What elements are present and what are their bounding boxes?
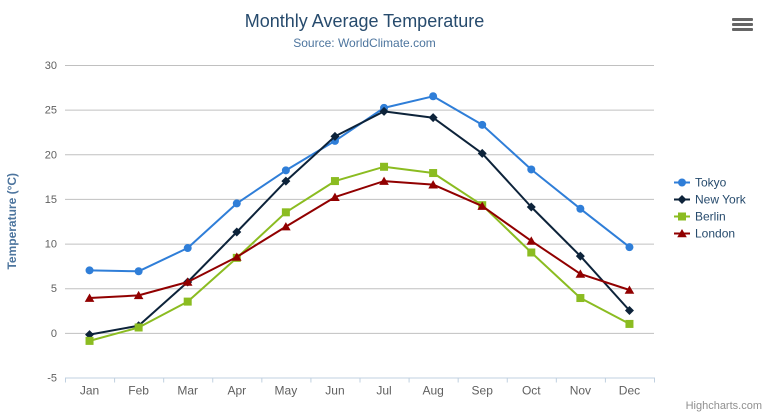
legend-marker-tokyo (678, 178, 686, 187)
x-axis-label: Sep (472, 384, 494, 398)
data-point-new-york[interactable] (281, 176, 291, 186)
data-point-london[interactable] (281, 222, 291, 231)
data-point-london[interactable] (133, 290, 144, 300)
data-point-berlin[interactable] (85, 336, 94, 345)
data-point-tokyo[interactable] (527, 165, 536, 174)
data-point-tokyo[interactable] (478, 120, 487, 129)
data-point-london[interactable] (84, 293, 95, 302)
data-point-berlin[interactable] (576, 294, 585, 303)
data-point-london[interactable] (575, 269, 586, 278)
legend-marker-london (677, 229, 687, 238)
data-point-new-york[interactable] (330, 131, 340, 141)
legend-item-tokyo[interactable]: Tokyo (674, 176, 727, 190)
x-axis-label: Jul (376, 384, 391, 398)
data-point-london[interactable] (428, 180, 438, 189)
data-point-berlin[interactable] (380, 162, 389, 171)
data-point-new-york[interactable] (526, 202, 536, 212)
y-axis-label: 10 (45, 239, 57, 251)
data-point-tokyo[interactable] (183, 244, 192, 253)
x-axis-label: Apr (227, 384, 246, 398)
x-axis-label: Jun (325, 384, 344, 398)
legend-label-london: London (695, 227, 735, 241)
data-point-new-york[interactable] (232, 227, 242, 237)
x-axis-label: Feb (128, 384, 149, 398)
data-point-new-york[interactable] (477, 148, 487, 158)
data-point-new-york[interactable] (624, 306, 634, 316)
data-point-new-york[interactable] (379, 106, 389, 116)
x-axis-label: Jan (80, 384, 99, 398)
series-london (84, 176, 635, 302)
data-point-london[interactable] (330, 192, 340, 201)
data-point-tokyo[interactable] (85, 266, 94, 275)
y-axis-title: Temperature (°C) (5, 173, 19, 270)
hamburger-icon (732, 17, 753, 31)
data-point-london[interactable] (624, 285, 635, 294)
legend-marker-new-york (677, 195, 687, 204)
data-point-tokyo[interactable] (429, 92, 438, 101)
data-point-berlin[interactable] (183, 297, 192, 306)
legend-item-new-york[interactable]: New York (674, 193, 747, 207)
y-axis-label: 0 (51, 328, 57, 340)
series-line-berlin (88, 165, 631, 342)
data-point-berlin[interactable] (330, 177, 339, 186)
legend-item-berlin[interactable]: Berlin (674, 210, 726, 224)
data-point-new-york[interactable] (575, 251, 585, 261)
data-point-london[interactable] (526, 236, 537, 245)
x-axis-label: Oct (522, 384, 541, 398)
data-point-tokyo[interactable] (576, 204, 585, 213)
data-point-berlin[interactable] (281, 208, 290, 217)
legend-label-tokyo: Tokyo (695, 176, 727, 190)
data-point-berlin[interactable] (527, 248, 536, 257)
series-line-new-york (88, 110, 631, 336)
data-point-london[interactable] (182, 277, 193, 286)
data-point-london[interactable] (477, 201, 488, 210)
data-point-tokyo[interactable] (281, 166, 290, 175)
highcharts-credits-link[interactable]: Highcharts.com (685, 400, 762, 412)
data-point-berlin[interactable] (429, 169, 438, 178)
x-axis-label: May (275, 384, 298, 398)
data-point-tokyo[interactable] (232, 199, 241, 208)
data-point-new-york[interactable] (428, 113, 438, 123)
data-point-london[interactable] (231, 252, 242, 261)
y-axis-label: 5 (51, 283, 57, 295)
y-axis-label: 20 (45, 149, 57, 161)
data-point-tokyo[interactable] (134, 267, 143, 276)
data-point-tokyo[interactable] (625, 243, 634, 252)
data-point-berlin[interactable] (134, 323, 143, 332)
series-line-london (88, 180, 631, 299)
context-menu-button[interactable] (730, 14, 755, 34)
series-new-york (85, 106, 634, 340)
series-line-tokyo (88, 95, 631, 273)
x-axis-label: Aug (422, 384, 443, 398)
x-axis-label: Dec (619, 384, 640, 398)
x-axis-label: Nov (570, 384, 591, 398)
legend-item-london[interactable]: London (674, 227, 735, 241)
y-axis-label: 15 (45, 194, 57, 206)
legend-label-new-york: New York (695, 193, 747, 207)
data-point-london[interactable] (379, 176, 389, 185)
series-tokyo (85, 92, 634, 276)
x-axis-label: Mar (177, 384, 198, 398)
y-axis-label: 25 (45, 105, 57, 117)
legend-marker-berlin (678, 212, 686, 221)
y-axis-label: -5 (47, 373, 57, 385)
legend-label-berlin: Berlin (695, 210, 726, 224)
y-axis-label: 30 (45, 60, 57, 72)
data-point-berlin[interactable] (625, 319, 634, 328)
